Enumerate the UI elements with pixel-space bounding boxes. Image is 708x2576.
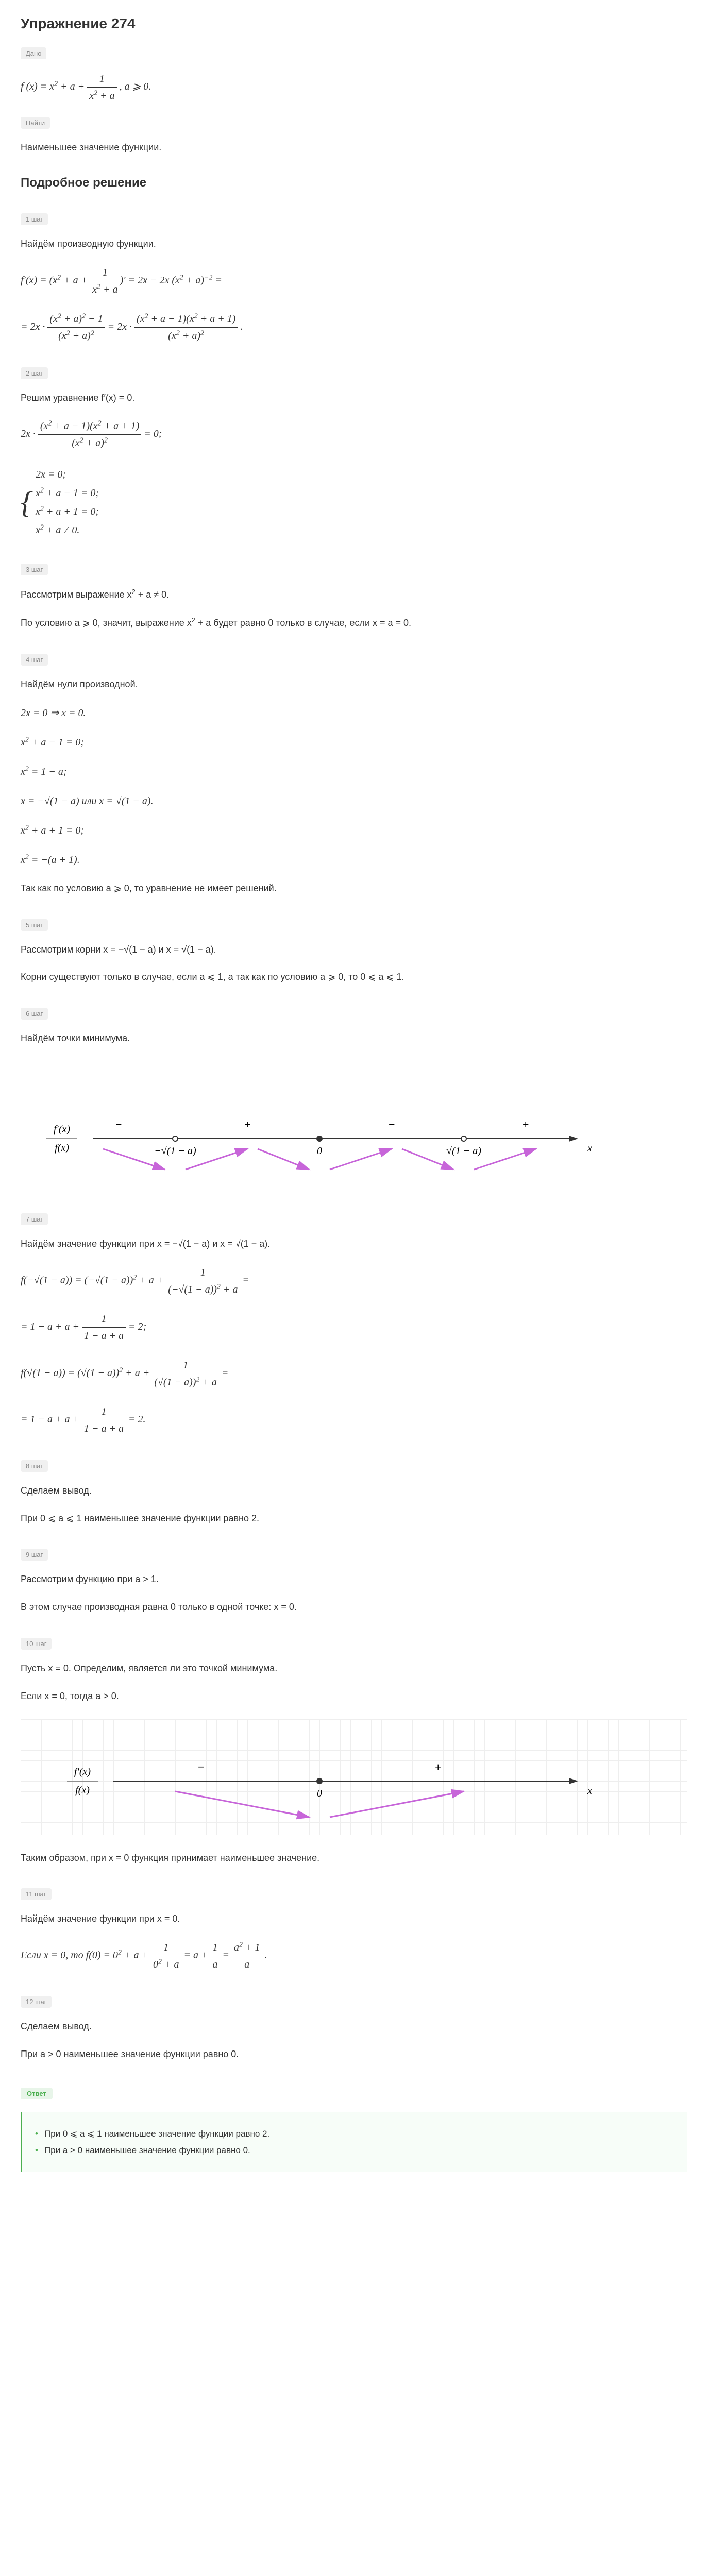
step-badge: 11 шаг	[21, 1888, 52, 1900]
step-text: Рассмотрим корни x = −√(1 − a) и x = √(1…	[21, 942, 687, 957]
answer-item: При 0 ⩽ a ⩽ 1 наименьшее значение функци…	[35, 2129, 675, 2139]
find-badge: Найти	[21, 117, 50, 129]
step-badge: 3 шаг	[21, 564, 48, 575]
step-math: x2 = 1 − a;	[21, 764, 687, 780]
step-math: 2x · (x2 + a − 1)(x2 + a + 1)(x2 + a)2 =…	[21, 418, 687, 451]
step-math: Если x = 0, то f(0) = 02 + a + 102 + a =…	[21, 1939, 687, 1973]
step-math: 2x = 0 ⇒ x = 0.	[21, 705, 687, 721]
answer-item: При a > 0 наименьшее значение функции ра…	[35, 2145, 675, 2156]
steps-container: 1 шаг Найдём производную функции. f′(x) = …	[21, 203, 687, 2062]
given-formula: f (x) = x2 + a + 1x2 + a , a ⩾ 0.	[21, 71, 687, 104]
given-badge: Дано	[21, 47, 46, 59]
step-text: Решим уравнение f′(x) = 0.	[21, 391, 687, 405]
step-badge: 7 шаг	[21, 1213, 48, 1225]
step-math: f′(x) = (x2 + a + 1x2 + a)′ = 2x − 2x (x…	[21, 264, 687, 298]
step-badge: 1 шаг	[21, 213, 48, 225]
sign-chart: f′(x) f(x) x −√(1 − a) 0 √(1 − a) − + − +	[21, 1061, 687, 1188]
sign-chart: f′(x) f(x) x 0 − +	[21, 1719, 687, 1835]
step-text: В этом случае производная равна 0 только…	[21, 1600, 687, 1615]
step-badge: 12 шаг	[21, 1996, 52, 2008]
step-badge: 6 шаг	[21, 1008, 48, 1020]
step-badge: 9 шаг	[21, 1549, 48, 1561]
step-math: x2 + a + 1 = 0;	[21, 822, 687, 839]
step-badge: 5 шаг	[21, 919, 48, 931]
equation-system: {2x = 0;x2 + a − 1 = 0;x2 + a + 1 = 0;x2…	[21, 464, 687, 540]
svg-text:x: x	[587, 1143, 592, 1154]
svg-text:+: +	[244, 1118, 251, 1131]
step-text: Сделаем вывод.	[21, 2019, 687, 2034]
svg-text:+: +	[522, 1118, 529, 1131]
step-math: x = −√(1 − a) или x = √(1 − a).	[21, 793, 687, 809]
step-text: Найдём значение функции при x = 0.	[21, 1911, 687, 1926]
step-text: Таким образом, при x = 0 функция принима…	[21, 1851, 687, 1866]
step-badge: 10 шаг	[21, 1638, 52, 1650]
step-text: По условию a ⩾ 0, значит, выражение x2 +…	[21, 615, 687, 631]
step-text: Сделаем вывод.	[21, 1483, 687, 1498]
step-badge: 4 шаг	[21, 654, 48, 666]
answer-badge: Ответ	[21, 2088, 53, 2099]
step-math: = 2x · (x2 + a)2 − 1(x2 + a)2 = 2x · (x2…	[21, 311, 687, 344]
solution-head: Подробное решение	[21, 176, 687, 190]
step-math: f(√(1 − a)) = (√(1 − a))2 + a + 1(√(1 − …	[21, 1357, 687, 1391]
svg-text:−√(1 − a): −√(1 − a)	[154, 1145, 196, 1157]
step-math: f(−√(1 − a)) = (−√(1 − a))2 + a + 1(−√(1…	[21, 1264, 687, 1298]
svg-text:+: +	[435, 1760, 442, 1773]
step-badge: 2 шаг	[21, 367, 48, 379]
exercise-title: Упражнение 274	[21, 15, 687, 32]
step-math: = 1 − a + a + 11 − a + a = 2;	[21, 1311, 687, 1344]
step-badge: 8 шаг	[21, 1460, 48, 1472]
step-text: Найдём значение функции при x = −√(1 − a…	[21, 1236, 687, 1251]
step-text: Найдём производную функции.	[21, 236, 687, 251]
step-text: Найдём точки минимума.	[21, 1031, 687, 1046]
svg-text:f(x): f(x)	[75, 1785, 90, 1796]
step-math: x2 = −(a + 1).	[21, 852, 687, 868]
step-text: При a > 0 наименьшее значение функции ра…	[21, 2047, 687, 2062]
svg-text:f′(x): f′(x)	[54, 1124, 70, 1135]
step-text: Рассмотрим функцию при a > 1.	[21, 1572, 687, 1587]
svg-text:−: −	[197, 1760, 204, 1773]
step-text: Так как по условию a ⩾ 0, то уравнение н…	[21, 881, 687, 896]
step-math: x2 + a − 1 = 0;	[21, 734, 687, 751]
step-text: Пусть x = 0. Определим, является ли это …	[21, 1661, 687, 1676]
svg-text:0: 0	[317, 1788, 322, 1799]
step-text: При 0 ⩽ a ⩽ 1 наименьшее значение функци…	[21, 1511, 687, 1526]
step-text: Если x = 0, тогда a > 0.	[21, 1689, 687, 1704]
svg-text:f′(x): f′(x)	[74, 1766, 91, 1777]
step-text: Корни существуют только в случае, если a…	[21, 970, 687, 985]
step-text: Найдём нули производной.	[21, 677, 687, 692]
svg-text:−: −	[388, 1118, 395, 1131]
answer-list: При 0 ⩽ a ⩽ 1 наименьшее значение функци…	[35, 2129, 675, 2156]
answer-box: При 0 ⩽ a ⩽ 1 наименьшее значение функци…	[21, 2112, 687, 2172]
svg-text:0: 0	[317, 1145, 322, 1157]
svg-text:−: −	[115, 1118, 122, 1131]
find-text: Наименьшее значение функции.	[21, 140, 687, 155]
svg-text:√(1 − a): √(1 − a)	[446, 1145, 481, 1157]
svg-text:f(x): f(x)	[55, 1142, 69, 1154]
step-text: Рассмотрим выражение x2 + a ≠ 0.	[21, 587, 687, 602]
step-math: = 1 − a + a + 11 − a + a = 2.	[21, 1403, 687, 1437]
svg-text:x: x	[587, 1785, 592, 1797]
